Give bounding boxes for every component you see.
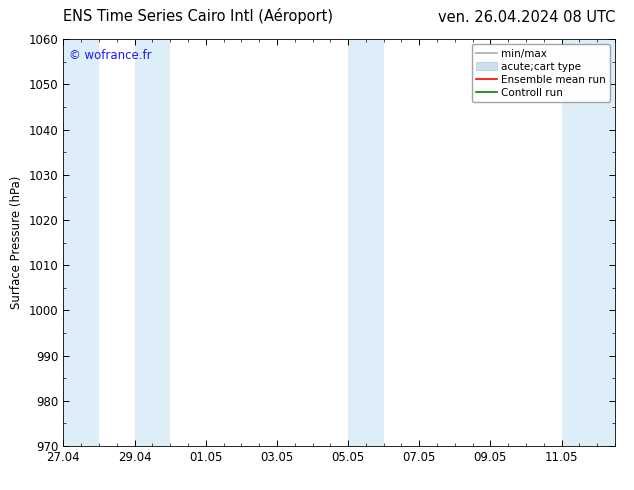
Bar [562,39,615,446]
Text: ven. 26.04.2024 08 UTC: ven. 26.04.2024 08 UTC [437,9,615,24]
Bar [348,39,384,446]
Text: © wofrance.fr: © wofrance.fr [69,49,152,62]
Text: ENS Time Series Cairo Intl (Aéroport): ENS Time Series Cairo Intl (Aéroport) [63,8,333,24]
Legend: min/max, acute;cart type, Ensemble mean run, Controll run: min/max, acute;cart type, Ensemble mean … [472,45,610,102]
Y-axis label: Surface Pressure (hPa): Surface Pressure (hPa) [10,176,23,309]
Bar [134,39,170,446]
Bar [63,39,99,446]
